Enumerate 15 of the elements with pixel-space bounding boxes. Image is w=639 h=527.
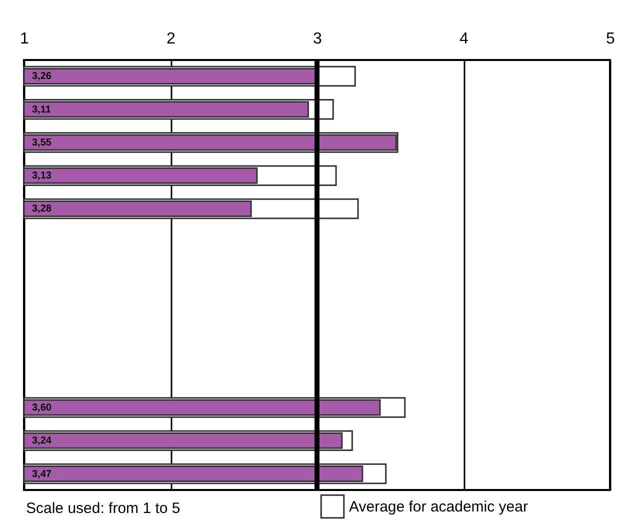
data-label: 3,47 [32, 468, 52, 480]
data-label: 3,60 [32, 402, 52, 414]
text: Scale used: from 1 to 5 [26, 500, 180, 517]
data-label: 3,24 [32, 436, 52, 447]
x-tick-label: 5 [606, 30, 616, 48]
data-label: 3,26 [32, 71, 52, 82]
x-tick-label: 2 [166, 30, 176, 48]
x-tick-label: 4 [460, 30, 469, 48]
data-label: 3,55 [32, 137, 52, 148]
x-tick-label: 1 [20, 30, 30, 48]
legend-label: Average for academic year [349, 498, 528, 516]
x-tick-label: 3 [313, 30, 322, 48]
data-label: 3,28 [32, 204, 52, 215]
data-label: 3,11 [32, 104, 52, 116]
data-label: 3,13 [32, 170, 52, 182]
